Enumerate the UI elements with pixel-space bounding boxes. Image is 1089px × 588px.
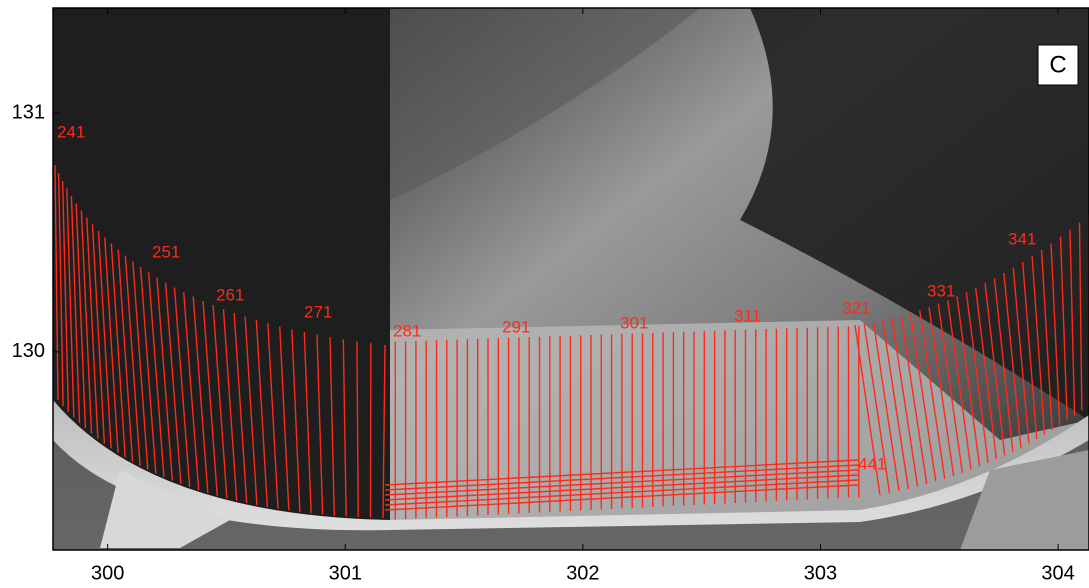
transect-label: 311 [734,306,761,325]
transect-label: 251 [152,242,180,261]
x-tick-label: 301 [329,562,362,584]
transect-label: 281 [393,321,421,340]
transect-label: 301 [620,313,648,332]
panel-label: C [1049,51,1066,78]
x-tick-label: 300 [91,562,124,584]
transect-label: 321 [842,298,870,317]
transect-label: 441 [858,454,886,473]
transect-label: 241 [57,122,85,141]
transect-label: 271 [304,302,332,321]
transect-label: 331 [927,281,955,300]
transect-label: 261 [216,285,244,304]
transect-label: 291 [502,317,530,336]
y-tick-label: 130 [12,340,45,362]
transect-label: 341 [1008,229,1036,248]
x-tick-label: 304 [1041,562,1074,584]
figure: C 300 301 302 303 304 130 131 241 251 261 271 281 29… [0,0,1089,588]
x-tick-label: 302 [566,562,599,584]
x-tick-label: 303 [804,562,837,584]
y-tick-label: 131 [12,101,45,123]
